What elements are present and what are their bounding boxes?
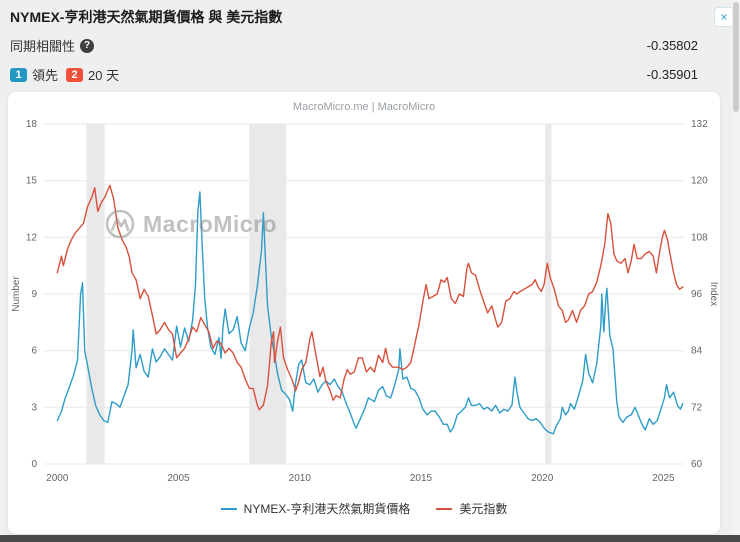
legend-item-dollar-index[interactable]: 美元指數 [436, 500, 507, 517]
right-axis-tick: 120 [691, 176, 708, 187]
right-axis-tick: 84 [691, 346, 703, 357]
left-axis-tick: 9 [31, 289, 37, 300]
close-button[interactable]: × [714, 7, 734, 27]
series-line-dollar-index[interactable] [56, 184, 684, 411]
chart-card: MacroMicro.me | MacroMicro 0 3 6 9 12 15 18 60 7… [8, 92, 720, 534]
right-axis-tick: 108 [691, 232, 708, 243]
left-axis-tick: 18 [26, 119, 38, 130]
help-icon[interactable]: ? [80, 38, 95, 53]
scrollbar-thumb[interactable] [733, 2, 739, 112]
title-row: NYMEX-亨利港天然氣期貨價格 與 美元指數 [10, 8, 698, 26]
page-bottom-edge [0, 535, 740, 542]
right-axis-tick: 132 [691, 119, 708, 130]
left-axis-label: Number [11, 276, 22, 312]
left-axis-tick: 12 [26, 232, 38, 243]
lead-correlation-value: -0.35901 [646, 67, 698, 82]
right-axis-tick: 72 [691, 402, 703, 413]
panel-header: NYMEX-亨利港天然氣期貨價格 與 美元指數 同期相關性 ? -0.35802… [0, 0, 724, 84]
chart-legend: NYMEX-亨利港天然氣期貨價格 美元指數 [8, 500, 720, 517]
x-axis-tick: 2005 [167, 473, 190, 484]
x-axis-tick: 2020 [531, 473, 554, 484]
chart[interactable]: 0 3 6 9 12 15 18 60 72 84 96 108 120 132 2000 2005 2010 2… [8, 112, 720, 494]
right-axis-tick: 96 [691, 289, 703, 300]
watermark-text: MacroMicro.me | MacroMicro [292, 101, 436, 113]
left-axis-tick: 15 [26, 176, 38, 187]
legend-swatch-dollar-index [436, 507, 453, 510]
x-axis-tick: 2010 [289, 473, 312, 484]
page-title: NYMEX-亨利港天然氣期貨價格 與 美元指數 [10, 9, 283, 25]
x-axis-tick: 2015 [410, 473, 433, 484]
left-axis-tick: 6 [31, 346, 37, 357]
scrollbar[interactable] [732, 0, 740, 535]
series1-badge: 1 [10, 67, 27, 82]
correlation-row: 同期相關性 ? -0.35802 [10, 36, 698, 55]
legend-item-natural-gas[interactable]: NYMEX-亨利港天然氣期貨價格 [220, 500, 411, 517]
legend-swatch-natural-gas [220, 507, 237, 510]
correlation-label: 同期相關性 [10, 39, 76, 54]
chart-area[interactable]: 0 3 6 9 12 15 18 60 72 84 96 108 120 132 2000 2005 2010 2… [8, 112, 720, 494]
left-axis-tick: 0 [31, 459, 37, 470]
lead-label: 領先 [32, 68, 59, 83]
x-axis-tick: 2025 [652, 473, 675, 484]
legend-label-natural-gas: NYMEX-亨利港天然氣期貨價格 [243, 502, 411, 516]
series-line-natural-gas[interactable] [56, 191, 684, 435]
lead-row: 1 領先 2 20 天 -0.35901 [10, 65, 698, 84]
correlation-value: -0.35802 [646, 38, 698, 53]
series2-badge: 2 [66, 67, 84, 82]
lead-days-label: 20 天 [88, 68, 120, 83]
x-axis-tick: 2000 [46, 473, 69, 484]
left-axis-tick: 3 [31, 402, 37, 413]
right-axis-tick: 60 [691, 459, 703, 470]
legend-label-dollar-index: 美元指數 [459, 502, 508, 516]
right-axis-label: Index [708, 282, 719, 306]
